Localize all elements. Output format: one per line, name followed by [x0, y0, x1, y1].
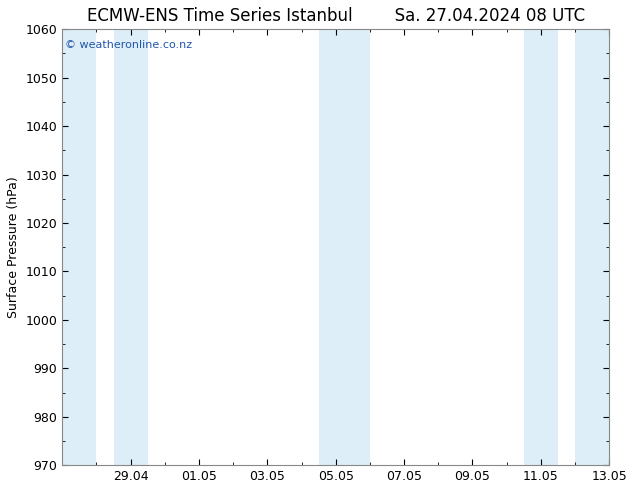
- Bar: [524, 29, 558, 465]
- Bar: [62, 29, 96, 465]
- Bar: [575, 29, 609, 465]
- Bar: [113, 29, 148, 465]
- Title: ECMW-ENS Time Series Istanbul        Sa. 27.04.2024 08 UTC: ECMW-ENS Time Series Istanbul Sa. 27.04.…: [87, 7, 585, 25]
- Bar: [319, 29, 370, 465]
- Text: © weatheronline.co.nz: © weatheronline.co.nz: [65, 40, 192, 50]
- Y-axis label: Surface Pressure (hPa): Surface Pressure (hPa): [7, 176, 20, 318]
